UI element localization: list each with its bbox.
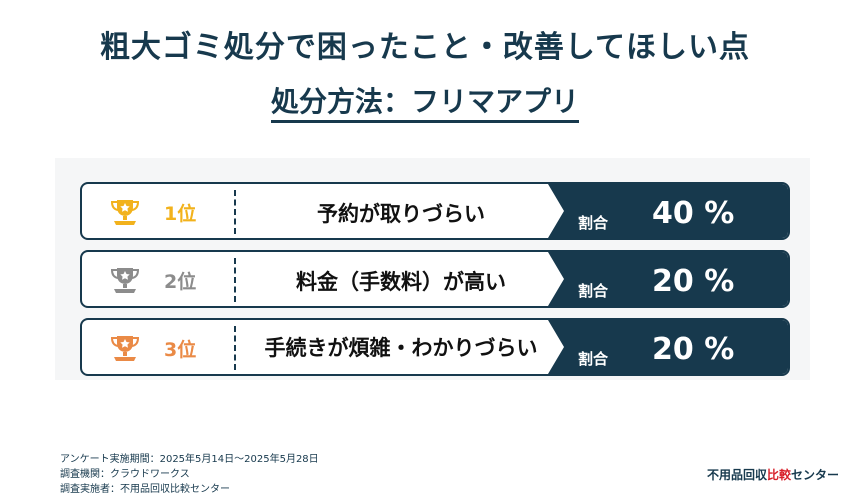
share-arrow-block [548,320,788,374]
trophy-icon [110,336,140,361]
rank-row-2: 2位 料金（手数料）が高い割合 20 % [80,250,790,308]
divider [234,326,236,370]
share-value: 40 % [652,196,735,231]
rank-card: 3位 手続きが煩雑・わかりづらい割合 20 % [80,318,790,376]
share-label: 割合 [578,350,609,368]
survey-conductor: 調査実施者：不用品回収比較センター [60,484,230,495]
rank-label: 2位 [164,271,197,293]
divider [234,258,236,302]
share-arrow-block [548,252,788,306]
logo-text-1: 不用品回収 [707,468,768,482]
survey-org: 調査機関：クラウドワークス [60,469,190,480]
reason-text: 料金（手数料）が高い [296,270,506,294]
share-label: 割合 [578,282,609,300]
brand-logo: 不用品回収比較センター [707,466,839,483]
reason-text: 手続きが煩雑・わかりづらい [264,336,538,360]
share-label: 割合 [578,214,609,232]
rank-card: 2位 料金（手数料）が高い割合 20 % [80,250,790,308]
rank-card: 1位 予約が取りづらい割合 40 % [80,182,790,240]
trophy-icon [110,268,140,293]
subtitle-text: 処分方法：フリマアプリ [270,85,579,123]
rank-label: 1位 [164,203,197,225]
share-value: 20 % [652,264,735,299]
logo-text-2: 比較 [767,468,792,482]
divider [234,190,236,234]
page-subtitle: 処分方法：フリマアプリ [0,80,850,123]
page-title: 粗大ゴミ処分で困ったこと・改善してほしい点 [99,30,751,65]
rank-row-3: 3位 手続きが煩雑・わかりづらい割合 20 % [80,318,790,376]
logo-text-3: センター [791,468,840,482]
rank-row-1: 1位 予約が取りづらい割合 40 % [80,182,790,240]
survey-period: アンケート実施期間：2025年5月14日〜2025年5月28日 [60,454,319,465]
share-value: 20 % [652,332,735,367]
reason-text: 予約が取りづらい [317,202,485,226]
trophy-icon [110,200,140,225]
rank-label: 3位 [164,339,197,361]
share-arrow-block [548,184,788,238]
